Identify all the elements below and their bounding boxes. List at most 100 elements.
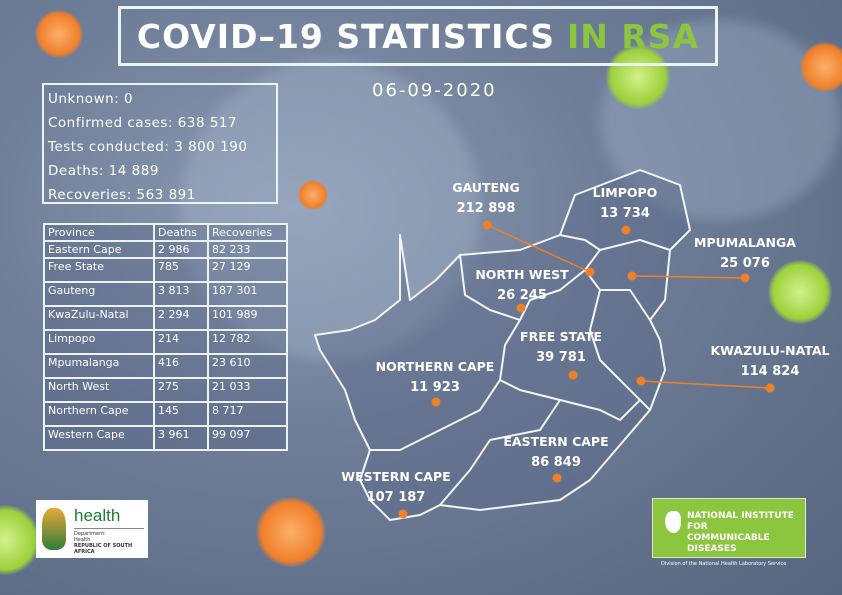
virus-icon (256, 497, 326, 567)
nicd-line2: COMMUNICABLE DISEASES (687, 533, 770, 554)
table-row: Limpopo 214 12 782 (43, 329, 288, 355)
table-row: Gauteng 3 813 187 301 (43, 281, 288, 307)
table-row: Northern Cape 145 8 717 (43, 401, 288, 427)
table-row: Free State 785 27 129 (43, 257, 288, 283)
marker-dot (765, 383, 775, 393)
virus-icon (35, 10, 83, 58)
marker-dot (482, 220, 492, 230)
province-cases: 26 245 (497, 288, 547, 303)
deaths-cell: 3 813 (153, 281, 209, 307)
deaths-cell: 275 (153, 377, 209, 403)
summary-box: Unknown: 0 Confirmed cases: 638 517 Test… (42, 83, 278, 204)
province-cell: Mpumalanga (43, 353, 155, 379)
province-cell: Free State (43, 257, 155, 283)
virus-icon (298, 180, 328, 210)
label-kwazulu-natal: KWAZULU-NATAL 114 824 (705, 340, 835, 382)
province-cell: Western Cape (43, 425, 155, 451)
province-cases: 11 923 (410, 380, 460, 395)
marker-dot (740, 273, 750, 283)
title-main: COVID–19 STATISTICS (136, 16, 556, 56)
label-limpopo: LIMPOPO 13 734 (580, 182, 670, 224)
province-cases: 39 781 (536, 350, 586, 365)
recoveries-cell: 101 989 (207, 305, 288, 331)
deaths-stat: Deaths: 14 889 (48, 163, 159, 179)
recoveries-cell: 21 033 (207, 377, 288, 403)
coat-of-arms-icon (42, 508, 66, 550)
recoveries-cell: 8 717 (207, 401, 288, 427)
virus-icon (768, 260, 832, 324)
province-cell: Eastern Cape (43, 240, 155, 259)
recoveries-stat: Recoveries: 563 891 (48, 187, 196, 203)
header-cell: Recoveries (207, 223, 288, 242)
province-cases: 114 824 (740, 364, 800, 379)
recoveries-cell: 82 233 (207, 240, 288, 259)
recoveries-cell: 27 129 (207, 257, 288, 283)
province-name: KWAZULU-NATAL (710, 343, 830, 358)
virus-icon (800, 42, 842, 92)
deaths-cell: 416 (153, 353, 209, 379)
sa-outline (314, 169, 691, 521)
health-department-logo: health Department: Health REPUBLIC OF SO… (36, 500, 148, 558)
deaths-cell: 2 294 (153, 305, 209, 331)
table-row: North West 275 21 033 (43, 377, 288, 403)
province-name: LIMPOPO (592, 185, 658, 200)
marker-dot (516, 303, 526, 313)
label-mpumalanga: MPUMALANGA 25 076 (690, 232, 800, 274)
deaths-cell: 2 986 (153, 240, 209, 259)
recoveries-cell: 23 610 (207, 353, 288, 379)
unknown-stat: Unknown: 0 (48, 91, 134, 107)
marker-dot (636, 376, 646, 386)
health-line2: Health (74, 537, 91, 543)
province-cell: Gauteng (43, 281, 155, 307)
health-line3: REPUBLIC OF SOUTH AFRICA (74, 543, 133, 555)
africa-icon (665, 511, 681, 533)
tests-stat: Tests conducted: 3 800 190 (48, 139, 248, 155)
province-table: Province Deaths Recoveries Eastern Cape 2… (43, 223, 288, 451)
table-row: Eastern Cape 2 986 82 233 (43, 240, 288, 259)
province-cell: North West (43, 377, 155, 403)
label-eastern-cape: EASTERN CAPE 86 849 (500, 431, 612, 473)
marker-dot (431, 397, 441, 407)
deaths-cell: 214 (153, 329, 209, 355)
virus-icon (606, 45, 670, 109)
marker-dot (627, 271, 637, 281)
health-line1: Department: (74, 531, 106, 537)
province-cases: 212 898 (456, 201, 516, 216)
nicd-line3: Division of the National Health Laborato… (661, 561, 787, 567)
province-name: NORTHERN CAPE (375, 359, 495, 374)
label-western-cape: WESTERN CAPE 107 187 (340, 466, 452, 508)
province-name: EASTERN CAPE (503, 434, 609, 449)
province-cell: KwaZulu-Natal (43, 305, 155, 331)
province-name: GAUTENG (452, 180, 520, 195)
table-header: Province Deaths Recoveries (43, 223, 288, 242)
deaths-cell: 785 (153, 257, 209, 283)
nicd-line1: NATIONAL INSTITUTE FOR (687, 511, 794, 532)
nicd-logo: NATIONAL INSTITUTE FOR COMMUNICABLE DISE… (652, 498, 806, 567)
header-cell: Province (43, 223, 155, 242)
province-cases: 25 076 (720, 256, 770, 271)
deaths-cell: 3 961 (153, 425, 209, 451)
table-row: Western Cape 3 961 99 097 (43, 425, 288, 451)
label-north-west: NORTH WEST 26 245 (472, 264, 572, 306)
report-date: 06-09-2020 (372, 80, 497, 101)
recoveries-cell: 12 782 (207, 329, 288, 355)
header-cell: Deaths (153, 223, 209, 242)
recoveries-cell: 99 097 (207, 425, 288, 451)
marker-dot (398, 509, 408, 519)
province-name: NORTH WEST (475, 267, 569, 282)
health-word: health (74, 506, 121, 525)
deaths-cell: 145 (153, 401, 209, 427)
confirmed-stat: Confirmed cases: 638 517 (48, 115, 238, 131)
province-cell: Limpopo (43, 329, 155, 355)
page-title: COVID–19 STATISTICS IN RSA (118, 6, 718, 66)
province-cases: 13 734 (600, 206, 650, 221)
province-cases: 86 849 (531, 455, 581, 470)
recoveries-cell: 187 301 (207, 281, 288, 307)
title-highlight: IN RSA (567, 16, 700, 56)
marker-dot (585, 267, 595, 277)
marker-dot (568, 370, 578, 380)
province-borders (370, 234, 671, 506)
province-name: FREE STATE (520, 329, 602, 344)
